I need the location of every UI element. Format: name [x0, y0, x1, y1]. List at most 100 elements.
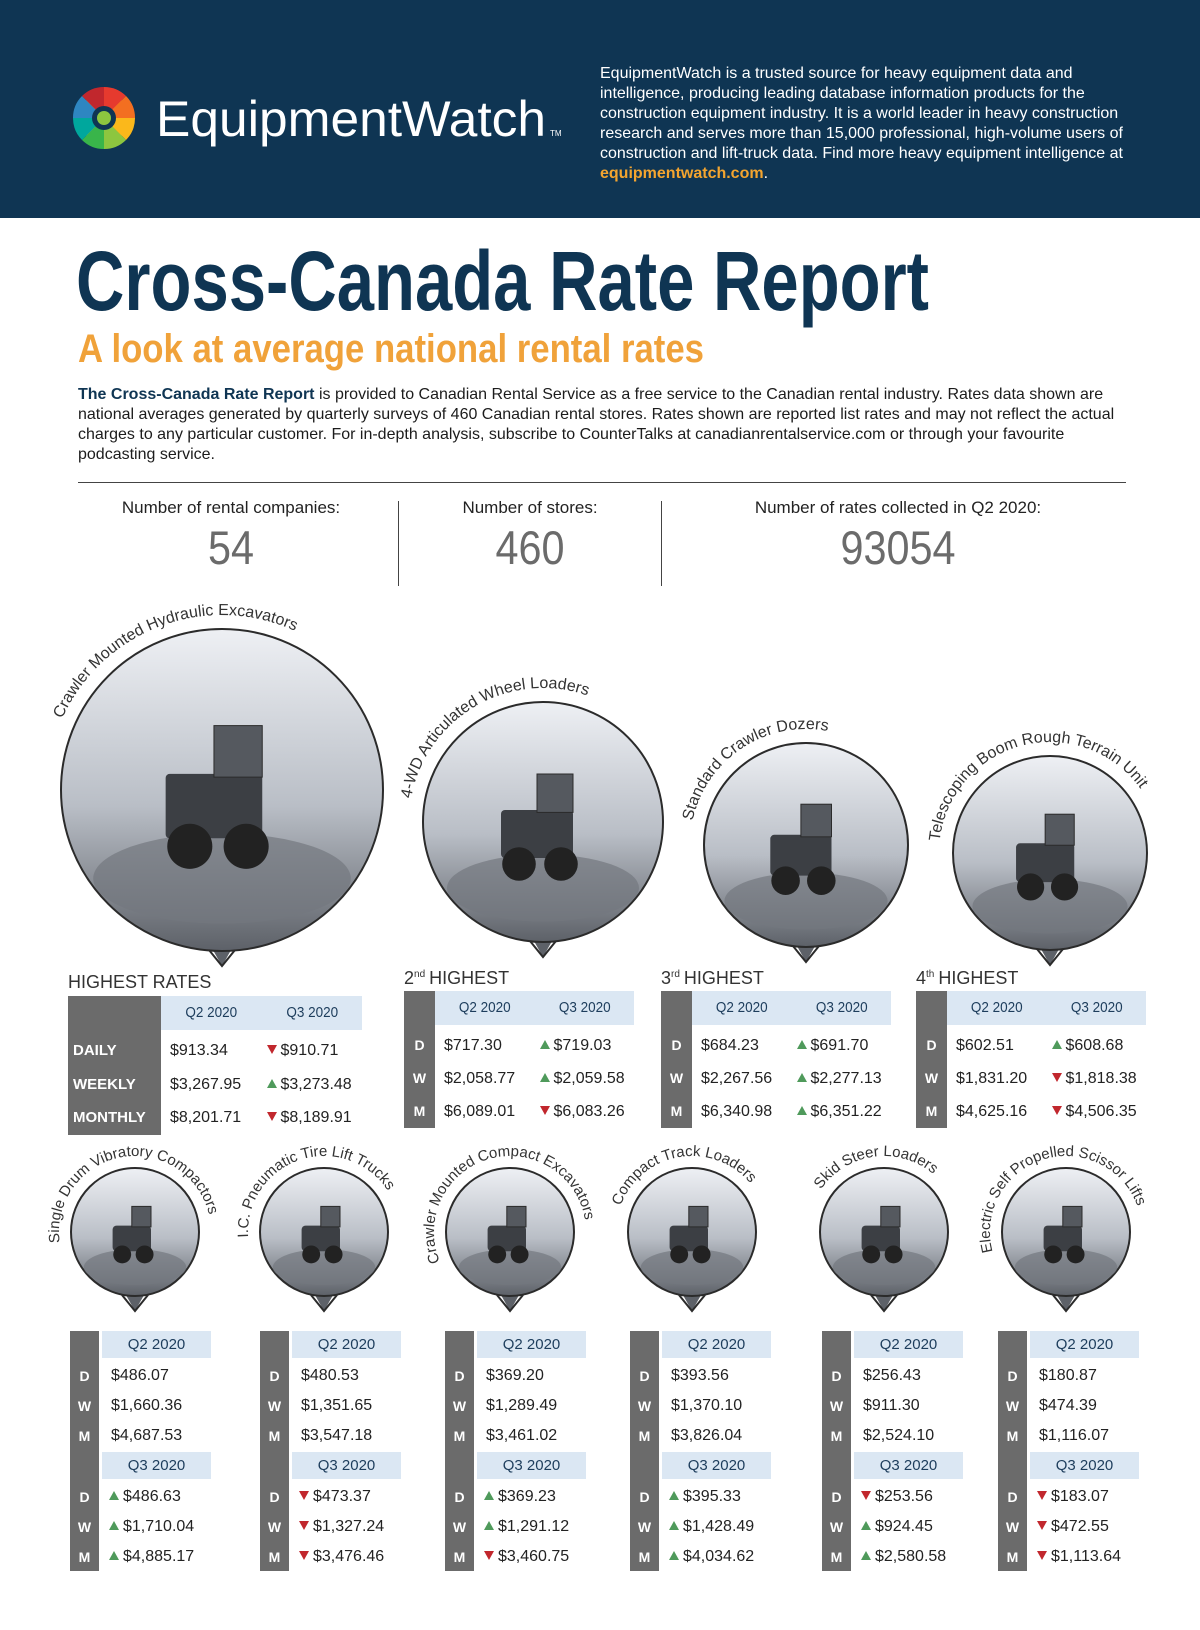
column-header: Q3 2020 — [815, 999, 868, 1016]
rank-text: HIGHEST — [683, 968, 764, 988]
q2-rate: $684.23 — [701, 1037, 759, 1054]
rate-value: $1,116.07 — [1039, 1427, 1109, 1444]
trend-down-arrow — [266, 1112, 277, 1121]
header-row — [161, 996, 362, 1030]
trend-up-arrow — [796, 1073, 807, 1082]
rate-value: $486.07 — [111, 1367, 169, 1384]
row-label: M — [268, 1428, 281, 1444]
row-label: D — [639, 1489, 650, 1505]
rank-label: 4th HIGHEST — [916, 968, 1018, 989]
machine-wheel — [807, 866, 836, 895]
row-label: W — [924, 1070, 939, 1086]
column-header: Q3 2020 — [1070, 999, 1123, 1016]
rank-number: 2 — [404, 968, 415, 988]
rate-value: $369.23 — [498, 1488, 556, 1505]
column-header: Q3 2020 — [285, 1004, 338, 1021]
q2-rate: $717.30 — [444, 1037, 502, 1054]
column-header: Q2 2020 — [854, 1331, 963, 1358]
rate-cell: $1,428.49 — [668, 1512, 754, 1542]
arrow-shape — [1051, 1106, 1062, 1115]
row-label: D — [1007, 1368, 1018, 1384]
stat-label: Number of stores: — [462, 498, 598, 517]
pointer-outline — [496, 1294, 524, 1313]
q3-rate-cell: $719.03 — [539, 1029, 611, 1062]
rate-value: $3,826.04 — [671, 1427, 743, 1444]
rate-value: $1,370.10 — [671, 1397, 743, 1414]
rate-value: $2,580.58 — [875, 1548, 947, 1565]
q2-rate: $602.51 — [956, 1037, 1014, 1054]
trend-up-arrow — [861, 1521, 871, 1530]
rate-cell: $4,034.62 — [668, 1542, 754, 1572]
column-header: Q3 2020 — [558, 999, 611, 1016]
arrow-shape — [539, 1040, 550, 1049]
row-label: M — [413, 1103, 426, 1119]
arrow-shape — [796, 1040, 807, 1049]
trend-up-arrow — [484, 1491, 494, 1500]
rate-value: $1,660.36 — [111, 1397, 183, 1414]
pointer-outline — [870, 1294, 898, 1313]
title-block: Cross-Canada Rate Report A look at avera… — [76, 234, 929, 371]
row-label: M — [638, 1428, 651, 1444]
rate-value: $3,460.75 — [498, 1548, 570, 1565]
row-label: D — [454, 1489, 465, 1505]
machine-wheel — [1066, 1245, 1085, 1264]
arrow-shape — [266, 1112, 277, 1121]
website-link[interactable]: equipmentwatch.com — [600, 165, 764, 182]
row-label: DAILY — [73, 1042, 117, 1059]
q3-rate: $6,351.22 — [810, 1103, 882, 1120]
rate-value: $4,687.53 — [111, 1427, 183, 1444]
rate-cell: $256.43 — [863, 1361, 921, 1391]
machine-body — [112, 1225, 151, 1252]
pointer-outline — [121, 1294, 149, 1313]
description-end: . — [763, 165, 769, 182]
column-header: Q2 2020 — [1030, 1331, 1139, 1358]
stat-value: 54 — [207, 521, 255, 574]
trend-down-arrow — [299, 1521, 309, 1530]
machine-wheel — [302, 1245, 321, 1264]
machine-wheel — [113, 1245, 132, 1264]
machine-wheel — [324, 1245, 343, 1264]
arrow-shape — [484, 1491, 494, 1500]
arrow-shape — [1037, 1551, 1047, 1560]
column-header: Q2 2020 — [662, 1331, 771, 1358]
rate-value: $480.53 — [301, 1367, 359, 1384]
machine-body — [165, 773, 263, 839]
machine-wheel — [1044, 1245, 1063, 1264]
machine-cab — [1044, 813, 1075, 846]
rate-cell: $2,524.10 — [863, 1421, 934, 1451]
machine-wheel — [1050, 873, 1079, 901]
row-label: D — [926, 1037, 937, 1053]
arrow-shape — [861, 1491, 871, 1500]
trend-up-arrow — [669, 1551, 679, 1560]
column-header: Q2 2020 — [970, 999, 1023, 1016]
row-label: D — [671, 1037, 682, 1053]
stat-value: 93054 — [840, 521, 956, 574]
row-label: D — [831, 1489, 842, 1505]
photo-ground — [1014, 1249, 1118, 1286]
trend-up-arrow — [669, 1491, 679, 1500]
rate-cell: $924.45 — [860, 1512, 933, 1542]
rank-label: HIGHEST RATES — [68, 972, 211, 993]
machine-body — [501, 810, 573, 858]
row-label: M — [78, 1549, 91, 1565]
rate-value: $3,476.46 — [313, 1548, 385, 1565]
row-label: M — [1006, 1428, 1019, 1444]
equipment-photo — [70, 1167, 200, 1313]
machine-body — [301, 1225, 340, 1252]
q3-rate-cell: $608.68 — [1051, 1029, 1123, 1062]
rank-label: 3rd HIGHEST — [661, 968, 764, 989]
label-column — [998, 1331, 1027, 1571]
rate-cell: $3,547.18 — [301, 1421, 372, 1451]
q2-rate: $4,625.16 — [956, 1103, 1028, 1120]
row-label: M — [268, 1549, 281, 1565]
row-label: M — [925, 1103, 938, 1119]
stat-divider — [398, 501, 399, 586]
row-label: D — [79, 1368, 90, 1384]
row-label: M — [78, 1428, 91, 1444]
row-label: M — [830, 1549, 843, 1565]
rank-number: 3 — [661, 968, 672, 988]
trend-down-arrow — [1037, 1491, 1047, 1500]
rate-table: Q2 2020 D $256.43 W $911.30 M $2,524.10 Q3 2020… — [822, 1331, 963, 1571]
q3-rate: $2,059.58 — [553, 1070, 625, 1087]
q3-rate-cell: $2,059.58 — [539, 1062, 625, 1095]
